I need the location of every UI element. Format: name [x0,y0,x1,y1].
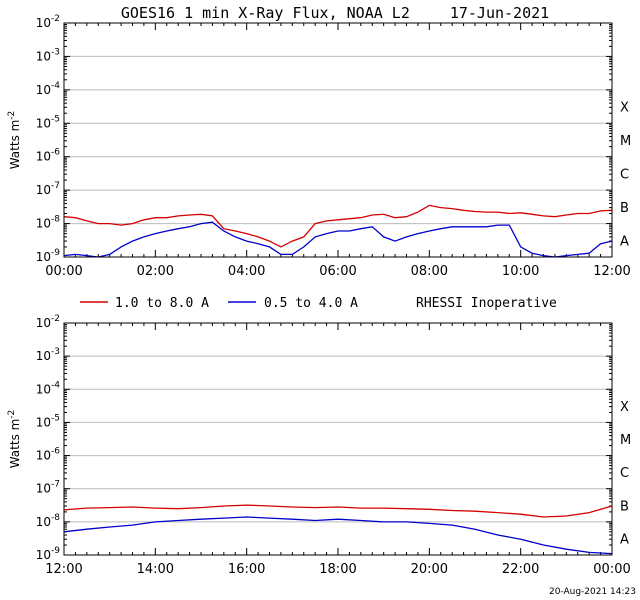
y-tick-label: 10-4 [36,81,61,97]
flare-class-label: B [620,201,629,216]
y-tick-label: 10-9 [36,546,61,562]
panel-00-12: 10-9 10-8 10-7 10-6 10-5 10-4 10-3 10-2 X M C B A 00:… [7,14,631,279]
x-tick-label: 16:00 [228,562,265,577]
x-tick-label: 10:00 [502,264,539,279]
flare-class-label: X [620,400,629,415]
x-tick-label: 12:00 [45,562,82,577]
series-long-line [63,204,613,248]
x-tick-label: 12:00 [593,264,630,279]
chart-title: GOES16 1 min X-Ray Flux, NOAA L2 17-Jun-2… [76,4,577,22]
flare-class-label: X [620,101,629,116]
series-short-line [63,221,613,258]
plot-frame [63,22,613,258]
y-tick-label: 10-7 [36,480,60,496]
flare-class-label: B [620,499,629,514]
y-tick-label: 10-6 [36,447,61,463]
x-tick-label: 22:00 [502,562,539,577]
series-long-line [63,504,613,518]
y-tick-label: 10-9 [36,248,61,264]
legend-label-long: 1.0 to 8.0 A [115,296,209,311]
flare-class-label: A [620,234,629,249]
plot-frame [63,322,613,556]
y-tick-label: 10-3 [36,347,60,363]
y-tick-label: 10-5 [36,114,60,130]
panel-12-24: 10-9 10-8 10-7 10-6 10-5 10-4 10-3 10-2 X M C B A 12:… [7,314,631,577]
series-short-line [63,516,613,555]
flare-class-label: A [620,532,629,547]
legend: 1.0 to 8.0 A 0.5 to 4.0 A RHESSI Inopera… [80,296,557,311]
x-tick-label: 08:00 [411,264,448,279]
x-tick-label: 02:00 [137,264,174,279]
y-tick-label: 10-5 [36,413,60,429]
x-tick-label: 04:00 [228,264,265,279]
y-axis-label: Watts m-2 [7,111,22,170]
y-axis-label: Watts m-2 [7,410,22,469]
y-tick-label: 10-2 [36,314,60,330]
x-tick-label: 18:00 [319,562,356,577]
footer-timestamp: 20-Aug-2021 14:23 [549,587,636,597]
y-tick-label: 10-6 [36,148,61,164]
flare-class-label: C [620,466,629,481]
x-tick-label: 00:00 [45,264,82,279]
y-tick-label: 10-3 [36,47,60,63]
x-tick-label: 00:00 [593,562,630,577]
x-tick-label: 06:00 [319,264,356,279]
rhessi-status: RHESSI Inoperative [416,296,557,311]
y-tick-label: 10-8 [36,513,61,529]
flare-class-label: M [620,433,631,448]
flare-class-label: M [620,134,631,149]
flare-class-label: C [620,167,629,182]
x-tick-label: 14:00 [137,562,174,577]
y-tick-label: 10-7 [36,181,60,197]
legend-label-short: 0.5 to 4.0 A [264,296,358,311]
y-tick-label: 10-2 [36,14,60,30]
x-tick-label: 20:00 [411,562,448,577]
y-tick-label: 10-8 [36,215,61,231]
y-tick-label: 10-4 [36,380,61,396]
